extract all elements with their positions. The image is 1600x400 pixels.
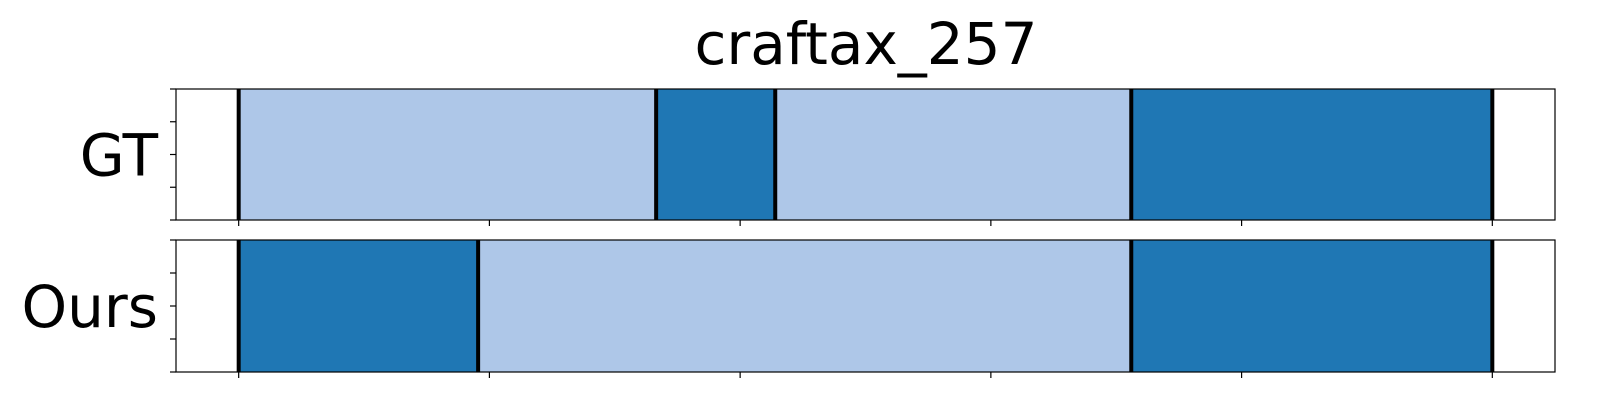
segment-light [238, 89, 657, 220]
row-label: Ours [22, 273, 158, 341]
chart-title: craftax_257 [695, 10, 1038, 78]
segment-dark [1131, 89, 1493, 220]
segment-light [478, 240, 1132, 372]
row-ours: Ours [22, 239, 1556, 378]
row-gt: GT [80, 88, 1556, 226]
segment-light [775, 89, 1132, 220]
segment-dark [656, 89, 776, 220]
row-label: GT [80, 122, 159, 190]
segment-dark [238, 240, 479, 372]
segment-dark [1131, 240, 1493, 372]
